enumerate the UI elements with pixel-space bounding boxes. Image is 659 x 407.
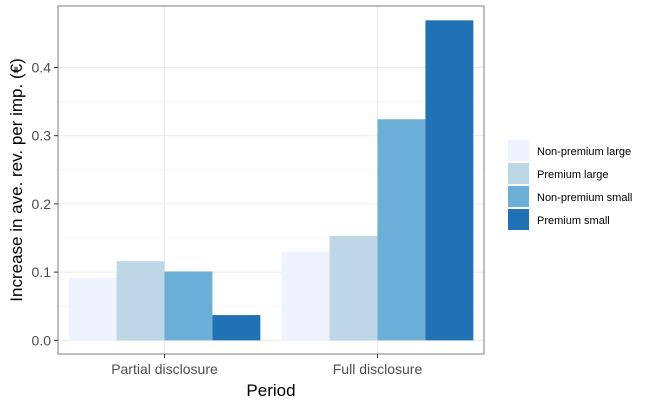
bar — [329, 235, 378, 341]
legend-label: Non-premium small — [537, 192, 632, 204]
legend-key — [508, 209, 529, 230]
y-tick-label: 0.3 — [32, 128, 52, 144]
bar — [212, 315, 261, 341]
y-tick-label: 0.4 — [32, 59, 52, 75]
bar — [281, 251, 330, 341]
x-axis-title: Period — [246, 381, 295, 400]
x-tick-label: Partial disclosure — [111, 361, 218, 377]
bar — [377, 119, 426, 341]
bars — [68, 20, 474, 341]
x-tick-label: Full disclosure — [333, 361, 423, 377]
legend-label: Non-premium large — [537, 146, 631, 158]
y-tick-label: 0.1 — [32, 264, 52, 280]
x-axis: Partial disclosure Full disclosure — [111, 354, 422, 377]
legend-key — [508, 163, 529, 184]
y-tick-label: 0.2 — [32, 196, 52, 212]
legend-key — [508, 140, 529, 161]
legend: Non-premium large Premium large Non-premiu… — [508, 140, 632, 230]
bar — [425, 20, 474, 341]
bar — [116, 261, 165, 341]
legend-key — [508, 186, 529, 207]
y-tick-label: 0.0 — [32, 332, 52, 348]
legend-label: Premium small — [537, 215, 610, 227]
bar — [164, 271, 213, 341]
y-axis-title: Increase in ave. rev. per imp. (€) — [7, 58, 26, 301]
legend-label: Premium large — [537, 169, 609, 181]
y-axis: 0.0 0.1 0.2 0.3 0.4 — [32, 59, 58, 348]
panel-border — [57, 5, 485, 355]
bar — [68, 277, 117, 341]
